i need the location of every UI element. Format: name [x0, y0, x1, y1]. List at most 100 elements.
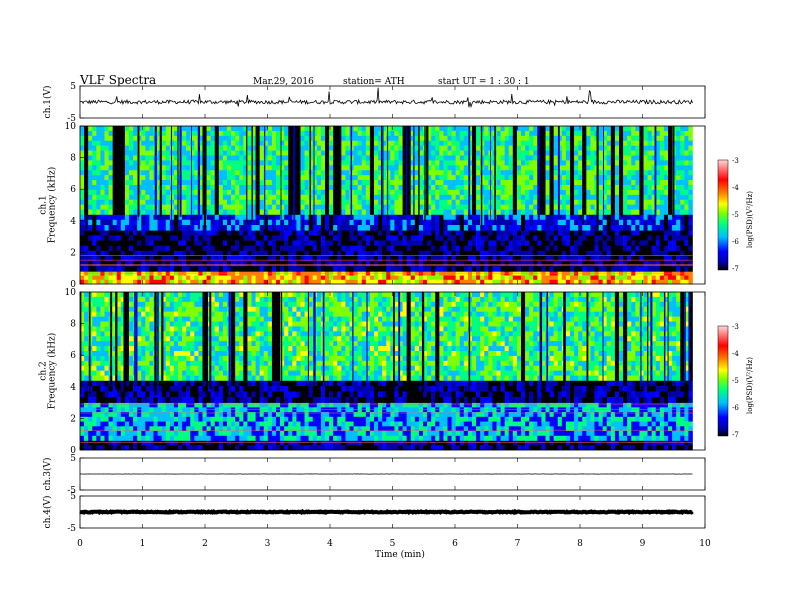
spectrogram-cell — [512, 189, 518, 196]
spectrogram-cell — [476, 275, 481, 281]
spectrogram-cell — [390, 240, 395, 246]
spectrogram-cell — [239, 199, 244, 205]
spectrogram-cell — [382, 140, 387, 146]
spectrogram-cell — [214, 155, 220, 161]
spectrogram-cell — [267, 170, 273, 176]
spectrogram-cell — [451, 160, 456, 166]
spectrogram-cell — [255, 230, 260, 236]
spectrogram-cell — [214, 175, 220, 181]
spectrogram-cell — [378, 160, 383, 166]
spectrogram-cell — [447, 199, 452, 205]
spectrogram-cell — [508, 225, 514, 231]
spectrogram-cell — [561, 155, 567, 161]
spectrogram-cell — [329, 175, 334, 181]
spectrogram-cell — [508, 130, 514, 137]
spectrogram-cell — [688, 194, 693, 201]
spectrogram-cell — [247, 266, 252, 272]
spectrogram-cell — [169, 175, 175, 181]
spectrogram-cell — [84, 440, 89, 446]
spectrogram-cell — [247, 275, 252, 281]
spectrogram-cell — [231, 275, 236, 281]
spectrogram-cell — [235, 155, 240, 161]
spectrogram-cell — [202, 275, 207, 281]
spectrogram-cell — [329, 189, 334, 196]
spectrogram-cell — [251, 165, 256, 171]
spectrogram-cell — [222, 219, 228, 226]
spectrogram-cell — [582, 170, 587, 176]
spectrogram-cell — [598, 275, 603, 281]
spectrogram-cell — [243, 209, 248, 215]
spectrogram-cell — [643, 204, 648, 210]
spectrogram-cell — [516, 126, 522, 132]
spectrogram-cell — [500, 240, 505, 246]
spectrogram-cell — [194, 126, 199, 132]
spectrogram-cell — [235, 445, 240, 451]
spectrogram-cell — [606, 150, 612, 156]
spectrogram-cell — [553, 214, 559, 221]
spectrogram-cell — [463, 180, 469, 186]
spectrogram-cell — [337, 279, 342, 285]
spectrogram-cell — [541, 225, 546, 231]
spectrogram-cell — [206, 209, 211, 215]
spectrogram-cell — [410, 255, 416, 262]
spectrogram-cell — [484, 189, 489, 196]
spectrogram-cell — [533, 155, 538, 161]
spectrogram-cell — [165, 261, 171, 267]
spectrogram-cell — [390, 214, 395, 221]
spectrogram-cell — [263, 250, 269, 257]
spectrogram-cell — [353, 160, 358, 166]
spectrogram-cell — [137, 261, 142, 267]
spectrogram-cell — [414, 235, 420, 241]
spectrogram-cell — [447, 135, 452, 142]
spectrogram-cell — [239, 135, 244, 142]
spectrogram-cell — [672, 250, 677, 257]
spectrogram-cell — [243, 250, 248, 257]
spectrogram-cell — [304, 189, 309, 196]
spectrogram-cell — [472, 126, 477, 132]
spectrogram-cell — [329, 209, 334, 215]
spectrogram-cell — [178, 230, 183, 236]
spectrogram-cell — [255, 279, 260, 285]
spectrogram-cell — [308, 235, 314, 241]
spectrogram-cell — [271, 189, 277, 196]
spectrogram-cell — [541, 230, 546, 236]
spectrogram-cell — [194, 160, 199, 166]
spectrogram-cell — [627, 135, 632, 142]
spectrogram-cell — [357, 219, 363, 226]
spectrogram-cell — [414, 175, 420, 181]
spectrogram-cell — [96, 275, 101, 281]
spectrogram-cell — [276, 261, 281, 267]
spectrogram-cell — [586, 225, 591, 231]
spectrogram-cell — [141, 194, 146, 201]
spectrogram-cell — [145, 165, 150, 171]
spectrogram-cell — [435, 250, 440, 257]
spectrogram-cell — [198, 150, 203, 156]
spectrogram-cell — [104, 126, 109, 132]
spectrogram-cell — [194, 275, 199, 281]
spectrogram-cell — [133, 261, 138, 267]
spectrogram-cell — [267, 126, 273, 132]
spectrogram-cell — [659, 130, 665, 137]
spectrogram-cell — [84, 279, 89, 285]
spectrogram-cell — [222, 150, 228, 156]
spectrogram-cell — [251, 175, 256, 181]
spectrogram-cell — [443, 160, 448, 166]
spectrogram-cell — [235, 180, 240, 186]
spectrogram-cell — [480, 271, 485, 276]
spectrogram-cell — [149, 160, 154, 166]
spectrogram-cell — [267, 194, 273, 201]
spectrogram-cell — [378, 209, 383, 215]
spectrogram-cell — [418, 275, 424, 281]
spectrogram-cell — [133, 275, 138, 281]
spectrogram-cell — [688, 199, 693, 205]
spectrogram-cell — [565, 199, 571, 205]
spectrogram-cell — [586, 155, 591, 161]
spectrogram-cell — [133, 445, 138, 451]
spectrogram-cell — [382, 150, 387, 156]
spectrogram-cell — [606, 194, 612, 201]
spectrogram-cell — [427, 150, 432, 156]
spectrogram-cell — [206, 245, 211, 252]
spectrogram-cell — [129, 440, 134, 446]
spectrogram-cell — [186, 250, 191, 257]
spectrogram-cell — [296, 175, 301, 181]
